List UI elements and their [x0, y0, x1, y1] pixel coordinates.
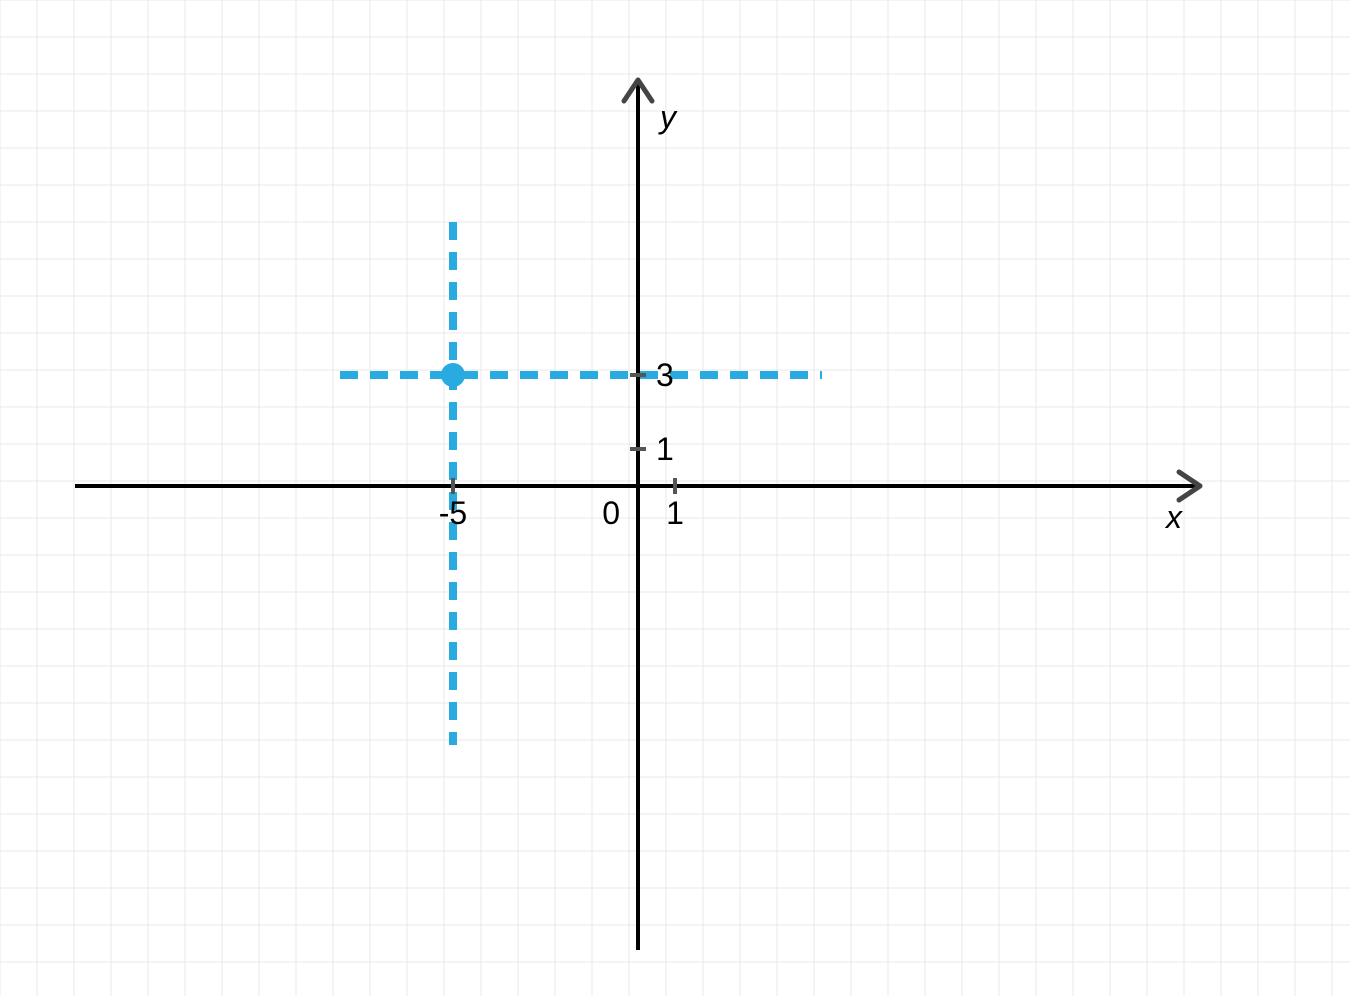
origin-label: 0 — [602, 495, 620, 531]
chart-svg: -51130xy — [0, 0, 1350, 996]
x-tick-label: 1 — [666, 495, 684, 531]
axes — [75, 80, 1200, 950]
y-axis-label: y — [658, 99, 678, 135]
x-axis-label: x — [1164, 499, 1183, 535]
y-tick-label: 3 — [656, 357, 674, 393]
y-tick-label: 1 — [656, 431, 674, 467]
guide-lines — [340, 222, 822, 745]
coordinate-plane-chart: -51130xy — [0, 0, 1350, 996]
x-tick-label: -5 — [439, 495, 467, 531]
plotted-point — [441, 363, 465, 387]
axis-labels: xy — [658, 99, 1183, 535]
